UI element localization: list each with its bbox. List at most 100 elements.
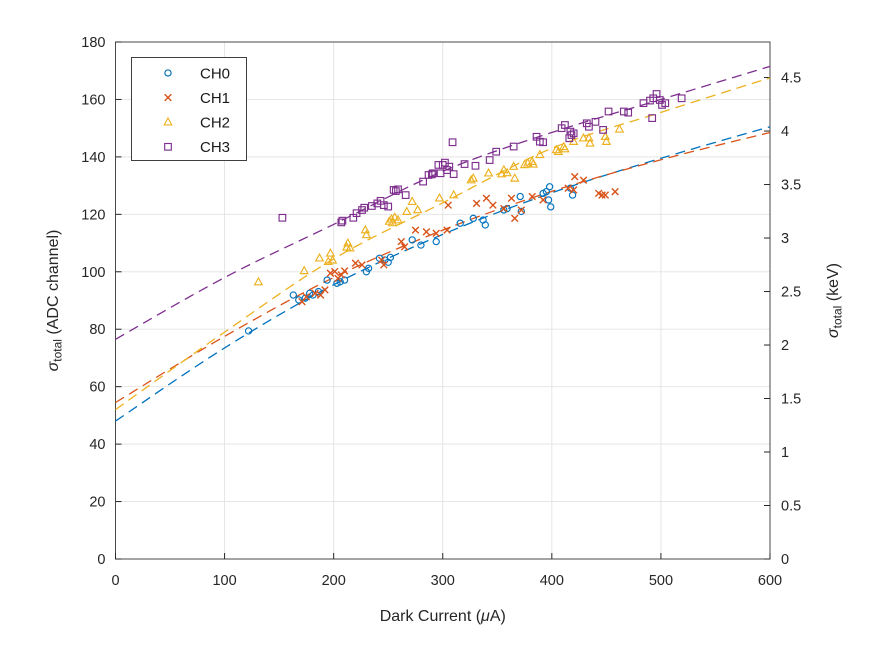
x-axis-label-pre: Dark Current ( (380, 608, 482, 625)
data-point-ch3 (509, 142, 518, 151)
data-point-ch3 (429, 169, 437, 178)
data-point-ch2 (434, 192, 445, 202)
data-point-ch3 (448, 138, 457, 147)
data-point-ch1 (489, 201, 497, 209)
data-point-ch2 (389, 212, 400, 221)
legend-marker-ch3 (164, 142, 172, 151)
x-axis-label-mu: μ (480, 608, 490, 625)
data-point-ch3 (401, 191, 410, 199)
data-point-ch3 (585, 122, 593, 131)
data-point-ch2 (299, 265, 309, 275)
y-right-tick-label: 2 (781, 338, 789, 354)
fit-curve-ch2 (115, 77, 771, 411)
y-axis-label-right: σtotal (keV) (825, 263, 845, 338)
gridlines (115, 42, 770, 559)
data-point-ch1 (528, 192, 536, 201)
data-point-ch2 (325, 248, 336, 257)
data-point-ch2 (466, 174, 476, 184)
data-point-ch0 (516, 192, 524, 201)
data-point-ch2 (551, 144, 561, 154)
data-point-ch3 (445, 162, 454, 171)
data-point-ch1 (601, 191, 610, 199)
tick-labels: 0 100 200 300 400 500 600020406080100120140160… (81, 35, 801, 589)
data-point-ch1 (443, 226, 451, 234)
data-point-ch0 (244, 327, 253, 335)
data-point-ch3 (569, 129, 578, 138)
y-right-tick-label: 1 (781, 445, 789, 461)
data-point-ch2 (361, 229, 372, 239)
data-point-ch3 (561, 121, 569, 129)
data-point-ch3 (394, 185, 402, 194)
data-point-ch1 (507, 194, 516, 203)
data-point-ch1 (302, 292, 311, 301)
y-right-tick-label: 3 (781, 231, 789, 247)
data-point-ch1 (358, 261, 366, 269)
data-point-ch1 (330, 267, 339, 276)
data-point-ch3 (599, 126, 607, 134)
data-point-ch3 (337, 218, 346, 227)
data-point-ch1 (411, 226, 420, 234)
data-point-ch2 (483, 167, 494, 177)
data-point-ch2 (253, 276, 264, 286)
data-point-ch1 (377, 256, 386, 264)
data-point-ch0 (469, 214, 477, 223)
y-right-tick-label: 3.5 (781, 178, 801, 194)
y-axis-label-left: σtotal (ADC channel) (45, 230, 65, 372)
data-point-ch0 (289, 291, 297, 299)
data-point-ch2 (345, 242, 355, 252)
data-point-ch2 (585, 137, 595, 147)
data-point-ch3 (449, 170, 458, 178)
data-point-ch3 (591, 117, 600, 126)
data-point-ch3 (624, 108, 633, 117)
y-axis-label-right-sigma: σ (825, 327, 842, 338)
data-point-ch3 (278, 213, 287, 222)
data-point-ch3 (384, 202, 393, 211)
scatter-ch2 (253, 123, 625, 286)
data-point-ch0 (323, 276, 331, 284)
data-point-ch3 (539, 138, 547, 147)
scatter-ch3 (278, 90, 686, 227)
x-tick-label: 200 (322, 573, 346, 589)
data-point-ch1 (472, 199, 481, 208)
data-point-ch2 (560, 143, 570, 153)
data-point-ch2 (568, 136, 579, 145)
legend-item-ch1: CH1 (164, 90, 230, 107)
scatter-ch1 (298, 172, 619, 306)
fit-curve-ch3 (115, 65, 771, 340)
data-point-ch1 (500, 204, 508, 213)
data-point-ch0 (336, 278, 344, 286)
y-right-tick-label: 4.5 (781, 71, 801, 87)
legend: CH0 CH1 CH2 CH3 (131, 57, 247, 161)
data-point-ch1 (432, 229, 440, 238)
y-right-tick-label: 0.5 (781, 499, 801, 515)
data-point-ch2 (343, 237, 353, 247)
data-point-ch0 (340, 276, 349, 284)
legend-marker-ch2 (163, 116, 173, 126)
data-point-ch3 (460, 160, 469, 168)
data-point-ch3 (391, 187, 400, 195)
data-point-ch2 (401, 206, 412, 216)
data-point-ch1 (482, 194, 491, 203)
data-point-ch2 (407, 196, 417, 205)
data-point-ch3 (661, 99, 670, 108)
legend-label-ch2: CH2 (200, 114, 230, 131)
data-point-ch2 (553, 146, 564, 155)
y-axis-label-left-sigma: σ (45, 360, 62, 371)
data-point-ch1 (340, 267, 349, 275)
y-left-tick-label: 60 (89, 380, 105, 396)
data-point-ch2 (578, 132, 589, 142)
data-point-ch1 (564, 184, 572, 192)
data-point-ch0 (481, 221, 489, 229)
data-point-ch3 (677, 94, 686, 103)
x-axis-label: Dark Current (μA) (380, 608, 506, 625)
y-left-tick-label: 0 (97, 552, 105, 568)
y-right-tick-label: 1.5 (781, 392, 801, 408)
data-point-ch2 (412, 204, 423, 214)
data-point-ch3 (367, 202, 376, 210)
legend-item-ch3: CH3 (164, 139, 230, 156)
data-point-ch2 (509, 173, 520, 182)
x-tick-label: 600 (758, 573, 782, 589)
data-point-ch0 (545, 183, 554, 191)
data-point-ch0 (408, 236, 416, 244)
y-left-tick-label: 100 (81, 265, 105, 281)
